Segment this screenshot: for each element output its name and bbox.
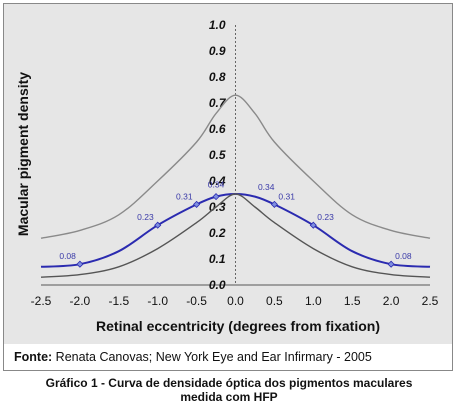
x-tick-label: -2.0 (70, 294, 91, 308)
series-line-upper-bound (40, 94, 431, 239)
x-tick-label: -1.0 (147, 294, 168, 308)
x-tick-label: 1.0 (305, 294, 322, 308)
y-tick-label: 0.1 (209, 252, 226, 266)
data-label: 0.34 (258, 182, 275, 192)
y-tick-label: 0.0 (209, 278, 226, 292)
data-point-marker (212, 193, 220, 201)
y-tick-label: 0.9 (209, 44, 226, 58)
source-note: Fonte: Renata Canovas; New York Eye and … (14, 350, 372, 364)
x-axis-title: Retinal eccentricity (degrees from fixat… (96, 318, 380, 334)
y-tick-label: 0.8 (209, 70, 226, 84)
x-tick-label: -2.5 (31, 294, 52, 308)
figure-frame: 0.0 0.1 0.2 0.3 0.4 0.5 0.6 0.7 0.8 0.9 1.0 -2.5 -2.… (3, 3, 453, 371)
macular-pigment-chart: 0.00.10.20.30.40.50.60.70.80.91.0-2.5 -2.… (15, 18, 439, 334)
y-tick-label: 0.5 (209, 148, 226, 162)
data-point-marker (270, 200, 278, 208)
chart-panel: 0.0 0.1 0.2 0.3 0.4 0.5 0.6 0.7 0.8 0.9 1.0 -2.5 -2.… (4, 4, 452, 344)
x-tick-label: -1.5 (108, 294, 129, 308)
caption-line-1: Gráfico 1 - Curva de densidade óptica do… (45, 376, 413, 390)
data-label: 0.34 (208, 180, 225, 190)
y-tick-label: 0.6 (209, 122, 226, 136)
x-tick-label: 2.5 (422, 294, 439, 308)
data-point-marker (154, 221, 162, 229)
data-label: 0.31 (278, 191, 295, 201)
source-text: Renata Canovas; New York Eye and Ear Inf… (52, 350, 372, 364)
data-point-marker (387, 260, 395, 268)
x-tick-label: -0.5 (186, 294, 207, 308)
series-layer (40, 94, 431, 278)
data-labels: 0.080.230.310.340.310.230.080.34 (59, 180, 412, 262)
axes: 0.00.10.20.30.40.50.60.70.80.91.0-2.5 -2.… (31, 18, 439, 308)
x-tick-label: 2.0 (383, 294, 400, 308)
data-point-marker (309, 221, 317, 229)
source-label: Fonte: (14, 350, 53, 364)
y-tick-label: 0.2 (209, 226, 226, 240)
data-label: 0.23 (317, 212, 334, 222)
x-tick-label: 0.5 (266, 294, 283, 308)
y-tick-label: 0.3 (209, 200, 226, 214)
data-label: 0.08 (59, 251, 76, 261)
y-tick-label: 1.0 (209, 18, 226, 32)
x-tick-label: 0.0 (227, 294, 244, 308)
x-tick-label: 1.5 (344, 294, 361, 308)
y-tick-label: 0.4 (209, 174, 226, 188)
data-label: 0.31 (176, 191, 193, 201)
figure-caption: Gráfico 1 - Curva de densidade óptica do… (0, 376, 458, 404)
caption-line-2: medida com HFP (180, 390, 278, 404)
data-point-marker (76, 260, 84, 268)
y-axis-title: Macular pigment density (15, 72, 31, 236)
data-point-marker (193, 200, 201, 208)
series-line-lower-bound (40, 193, 431, 278)
data-label: 0.08 (395, 251, 412, 261)
data-label: 0.23 (137, 212, 154, 222)
